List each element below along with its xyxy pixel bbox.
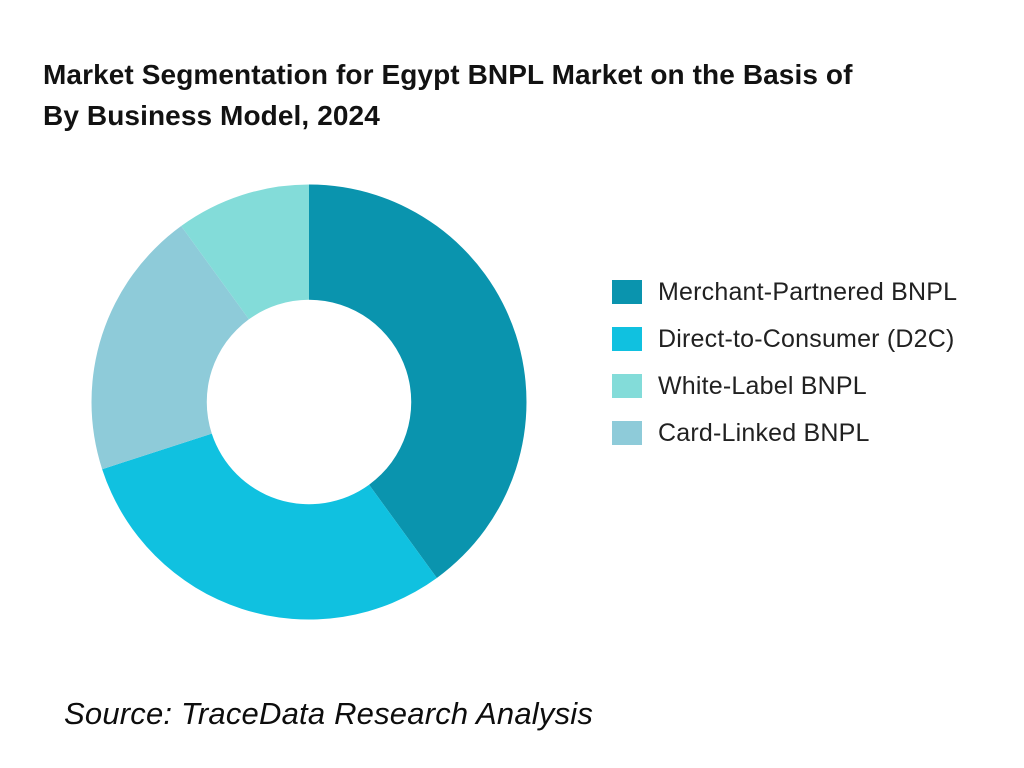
legend-label-direct-to-consumer: Direct-to-Consumer (D2C) <box>658 325 955 353</box>
legend-label-card-linked: Card-Linked BNPL <box>658 419 870 447</box>
legend-item-direct-to-consumer: Direct-to-Consumer (D2C) <box>612 325 957 353</box>
donut-slice-3-card-linked-bnpl <box>91 226 249 470</box>
chart-title-line-2: By Business Model, 2024 <box>43 100 380 131</box>
legend: Merchant-Partnered BNPL Direct-to-Consum… <box>612 280 957 468</box>
legend-swatch-white-label <box>612 374 642 398</box>
legend-label-white-label: White-Label BNPL <box>658 372 867 400</box>
legend-item-white-label: White-Label BNPL <box>612 372 957 400</box>
legend-swatch-direct-to-consumer <box>612 327 642 351</box>
chart-title: Market Segmentation for Egypt BNPL Marke… <box>43 54 853 136</box>
legend-swatch-card-linked <box>612 421 642 445</box>
legend-item-merchant-partnered: Merchant-Partnered BNPL <box>612 278 958 306</box>
donut-slice-4-white-label-bnpl <box>181 184 309 320</box>
chart-title-line-1: Market Segmentation for Egypt BNPL Marke… <box>43 59 853 90</box>
donut-slice-1-merchant-partnered-bnpl <box>309 184 527 578</box>
source-note: Source: TraceData Research Analysis <box>64 696 594 731</box>
legend-item-card-linked: Card-Linked BNPL <box>612 419 957 447</box>
legend-swatch-merchant-partnered <box>612 280 642 304</box>
legend-label-merchant-partnered: Merchant-Partnered BNPL <box>658 278 958 306</box>
donut-chart <box>91 184 527 620</box>
donut-slice-2-direct-to-consumer-d2c <box>102 433 437 620</box>
